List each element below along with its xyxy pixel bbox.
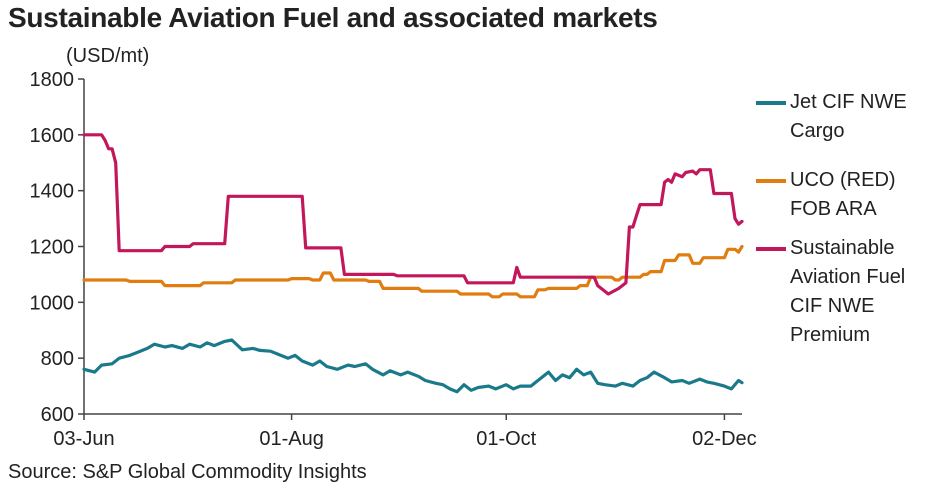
legend-item-jet-cif: Jet CIF NWE Cargo (756, 88, 940, 146)
y-tick-label: 1800 (30, 69, 75, 91)
y-axis-unit-label: (USD/mt) (66, 45, 150, 67)
y-tick-label: 800 (41, 348, 74, 370)
y-tick-label: 600 (41, 404, 74, 426)
legend-item-saf: Sustainable Aviation Fuel CIF NWE Premiu… (756, 234, 940, 350)
legend-label-saf: Sustainable Aviation Fuel CIF NWE Premiu… (790, 237, 906, 346)
legend-swatch-uco (756, 179, 786, 183)
y-tick-label: 1200 (30, 237, 75, 259)
legend-swatch-saf (756, 247, 786, 251)
chart-title: Sustainable Aviation Fuel and associated… (8, 2, 658, 33)
legend-label-jet-cif: Jet CIF NWE Cargo (790, 91, 907, 142)
series-line-saf (82, 133, 744, 296)
series-line-jet-cif (82, 338, 744, 394)
legend-item-uco: UCO (RED) FOB ARA (756, 166, 940, 224)
x-tick-label: 03-Jun (53, 428, 114, 450)
source-note: Source: S&P Global Commodity Insights (8, 461, 367, 483)
y-tick-label: 1000 (30, 292, 75, 314)
legend-label-uco: UCO (RED) FOB ARA (790, 169, 896, 220)
series-line-uco (82, 244, 744, 299)
y-tick-label: 1400 (30, 181, 75, 203)
legend-swatch-jet-cif (756, 101, 786, 105)
x-tick-label: 02-Dec (692, 428, 756, 450)
chart-series-group (82, 133, 744, 394)
y-tick-label: 1600 (30, 125, 75, 147)
x-tick-label: 01-Oct (476, 428, 536, 450)
chart-axes: 600 800 1000 1200 1400 1600 1800 03-Jun 01-Aug 01… (30, 69, 757, 450)
x-tick-label: 01-Aug (259, 428, 324, 450)
